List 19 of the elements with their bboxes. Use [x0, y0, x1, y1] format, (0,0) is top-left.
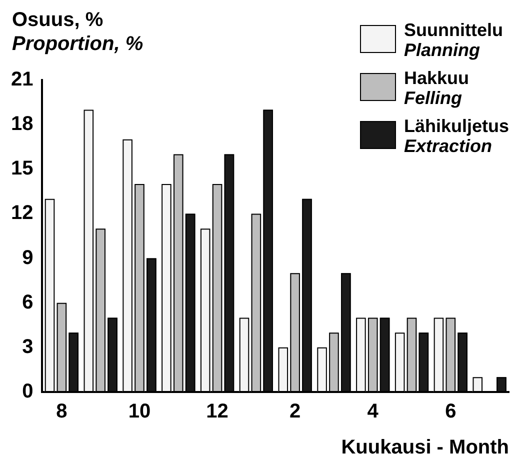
legend-label: Hakkuu Felling — [404, 68, 469, 108]
x-tick-label: 8 — [56, 400, 68, 423]
y-tick-label: 0 — [22, 380, 34, 403]
y-tick-label: 18 — [10, 113, 34, 136]
y-tick-label: 9 — [22, 246, 34, 269]
legend-label: Lähikuljetus Extraction — [404, 116, 509, 156]
legend-label: Suunnittelu Planning — [404, 20, 503, 60]
x-axis-title: Kuukausi - Month — [341, 436, 509, 459]
y-tick-label: 6 — [22, 291, 34, 314]
y-tick-label: 15 — [10, 158, 34, 180]
y-tick-label: 12 — [10, 202, 34, 224]
x-tick-label: 12 — [206, 400, 228, 423]
y-tick-label: 21 — [10, 68, 34, 91]
x-tick-label: 6 — [445, 400, 456, 423]
y-axis-title: Osuus, % Proportion, % — [12, 8, 144, 56]
x-tick-label: 2 — [290, 400, 301, 423]
x-tick-label: 10 — [128, 400, 151, 423]
x-tick-label: 4 — [367, 400, 380, 423]
y-tick-label: 3 — [22, 336, 34, 358]
